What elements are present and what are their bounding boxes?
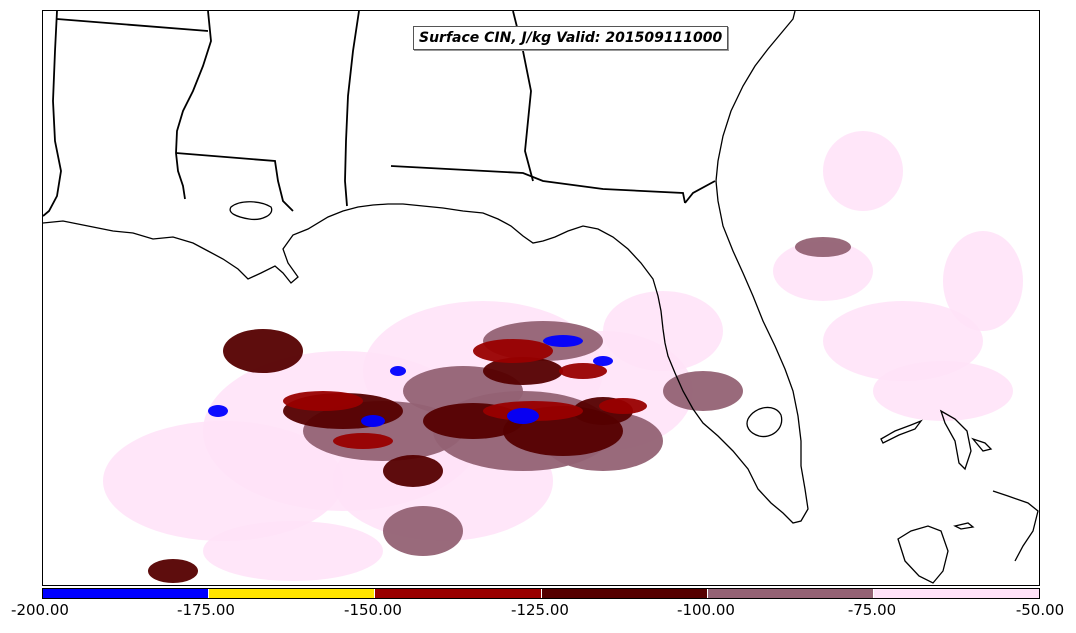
colorbar-tick: -75.00 <box>847 601 897 619</box>
cin-shade-region <box>663 371 743 411</box>
cin-shade-region <box>283 391 363 411</box>
map-canvas <box>43 11 1039 584</box>
atlantic-coastline <box>715 11 796 182</box>
island-outline-3 <box>971 437 993 452</box>
gulf-coastline <box>43 180 809 524</box>
cin-shade-region <box>148 559 198 583</box>
colorbar-tick-labels: -200.00 -175.00 -150.00 -125.00 -100.00 … <box>0 601 1076 621</box>
colorbar-tick: -175.00 <box>177 601 235 619</box>
cin-shade-region <box>593 356 613 366</box>
cuba-outline <box>897 525 949 584</box>
cin-shade-region <box>873 361 1013 421</box>
colorbar-tick: -200.00 <box>11 601 69 619</box>
tx-la-border <box>43 11 62 217</box>
ga-fl-border <box>684 180 716 204</box>
island-outline-1 <box>992 490 1039 562</box>
cin-shade-region <box>208 405 228 417</box>
island-outline-2 <box>953 522 975 530</box>
cin-shade-region <box>823 131 903 211</box>
cin-shade-region <box>943 231 1023 331</box>
lake-okeechobee <box>746 406 783 438</box>
cin-shade-region <box>383 455 443 487</box>
colorbar-tick: -150.00 <box>344 601 402 619</box>
state-borders-layer <box>43 11 716 217</box>
cin-shade-region <box>361 415 385 427</box>
cin-shade-region <box>773 241 873 301</box>
cin-shade-region <box>795 237 851 257</box>
cin-shade-region <box>543 335 583 347</box>
al-fl-border <box>390 165 686 204</box>
colorbar-tick: -50.00 <box>1015 601 1065 619</box>
colorbar-segment-4 <box>541 589 708 598</box>
cin-shade-region <box>383 506 463 556</box>
ms-al-border <box>344 11 360 207</box>
cin-shade-region <box>507 408 539 424</box>
map-title: Surface CIN, J/kg Valid: 201509111000 <box>413 26 729 50</box>
cin-shade-region <box>483 357 563 385</box>
cin-shade-region <box>559 363 607 379</box>
cin-shade-region <box>473 339 553 363</box>
colorbar-tick: -125.00 <box>511 601 569 619</box>
colorbar-segment-5 <box>707 589 874 598</box>
colorbar-segment-2 <box>209 589 376 598</box>
colorbar-segment-6 <box>873 589 1040 598</box>
cin-shade-region <box>203 521 383 581</box>
bahamas-outline <box>880 419 923 444</box>
lake-pontchartrain <box>229 201 273 221</box>
coastline-layer <box>43 11 1039 584</box>
cin-shade-region <box>333 433 393 449</box>
colorbar-segment-3 <box>375 589 542 598</box>
ar-la-border <box>56 18 209 32</box>
cin-shade-region <box>103 421 343 541</box>
cin-shade-region <box>223 329 303 373</box>
cin-shading-layer <box>103 131 1023 583</box>
ms-la-border <box>175 11 212 200</box>
colorbar <box>42 588 1040 599</box>
cin-shade-region <box>390 366 406 376</box>
andros-outline <box>939 409 972 471</box>
colorbar-tick: -100.00 <box>677 601 735 619</box>
cin-shade-region <box>599 398 647 414</box>
ms-la-south-border <box>175 152 294 212</box>
colorbar-segment-1 <box>43 589 210 598</box>
map-panel[interactable]: Surface CIN, J/kg Valid: 201509111000 <box>42 10 1040 586</box>
